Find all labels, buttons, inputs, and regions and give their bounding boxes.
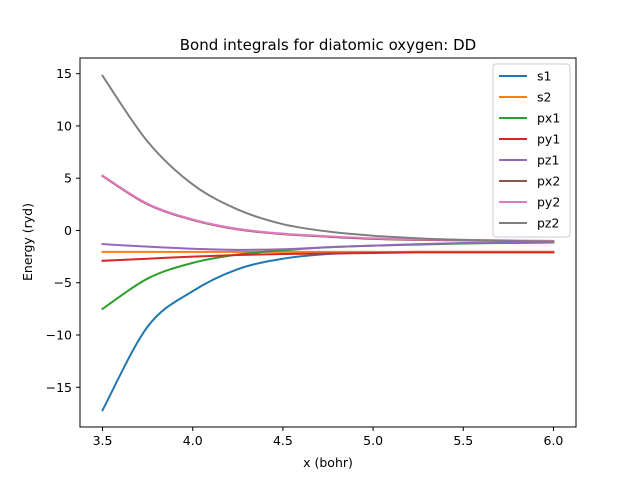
series-line-py1 xyxy=(101,251,555,262)
legend-item-pz2: pz2 xyxy=(499,216,559,231)
legend-item-py1: py1 xyxy=(499,132,560,147)
y-tick-label: −10 xyxy=(46,328,72,343)
legend-label: pz2 xyxy=(537,216,559,231)
legend-label: s1 xyxy=(537,69,551,84)
legend: s1 s2 px1 py1 pz1 px2 py2 pz2 xyxy=(492,63,571,238)
x-tick-label: 4.0 xyxy=(183,433,203,448)
x-axis-label: x (bohr) xyxy=(303,455,353,470)
y-tick-label: 15 xyxy=(56,66,72,81)
x-tick-label: 5.0 xyxy=(363,433,383,448)
y-tick-label: 0 xyxy=(64,223,72,238)
x-tick-label: 4.5 xyxy=(273,433,293,448)
legend-label: py2 xyxy=(537,195,560,210)
legend-item-px1: px1 xyxy=(499,111,560,126)
y-tick-label: −15 xyxy=(46,380,72,395)
series-line-pz2 xyxy=(101,74,555,243)
series-line-pz1 xyxy=(101,240,555,251)
legend-items: s1 s2 px1 py1 pz1 px2 py2 pz2 xyxy=(499,69,560,231)
legend-label: s2 xyxy=(537,90,551,105)
chart-title: Bond integrals for diatomic oxygen: DD xyxy=(180,36,476,54)
legend-item-s1: s1 xyxy=(499,69,551,84)
x-axis: 3.5 4.0 4.5 5.0 5.5 6.0 xyxy=(93,427,564,448)
legend-item-pz1: pz1 xyxy=(499,153,559,168)
y-axis-label: Energy (ryd) xyxy=(20,203,35,281)
x-tick-label: 3.5 xyxy=(93,433,113,448)
legend-frame xyxy=(492,63,571,238)
plot-frame xyxy=(79,57,577,428)
legend-label: pz1 xyxy=(537,153,559,168)
legend-label: px1 xyxy=(537,111,560,126)
x-tick-label: 5.5 xyxy=(453,433,473,448)
legend-item-s2: s2 xyxy=(499,90,551,105)
legend-item-py2: py2 xyxy=(499,195,560,210)
series-layer xyxy=(101,74,555,412)
y-tick-label: −5 xyxy=(54,275,72,290)
legend-item-px2: px2 xyxy=(499,174,560,189)
x-tick-label: 6.0 xyxy=(544,433,564,448)
y-tick-label: 10 xyxy=(56,118,72,133)
legend-label: py1 xyxy=(537,132,560,147)
y-tick-label: 5 xyxy=(64,171,72,186)
legend-label: px2 xyxy=(537,174,560,189)
y-axis: −15 −10 −5 0 5 10 15 xyxy=(46,66,80,395)
